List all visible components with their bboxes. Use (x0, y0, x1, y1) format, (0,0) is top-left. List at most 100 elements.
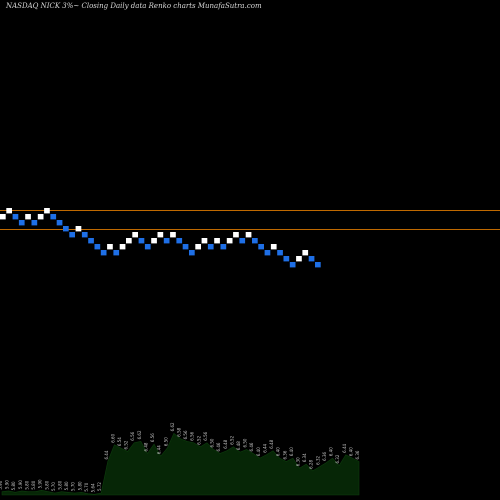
renko-brick-down (50, 214, 57, 220)
renko-brick-down (264, 250, 271, 256)
area-data-label: 6.32 (335, 454, 340, 463)
renko-brick-down (315, 262, 321, 268)
area-data-label: 6.48 (269, 439, 274, 448)
area-data-label: 6.60 (110, 433, 115, 442)
area-data-label: 6.28 (309, 460, 314, 469)
area-data-label: 6.50 (210, 438, 215, 447)
area-data-label: 5.80 (58, 480, 63, 489)
renko-brick-up (195, 244, 201, 250)
renko-brick-down (88, 238, 94, 244)
area-data-label: 6.32 (315, 455, 320, 464)
renko-brick-down (100, 250, 107, 256)
area-data-label: 6.40 (289, 447, 294, 456)
area-data-label: 6.56 (183, 430, 188, 439)
area-data-label: 6.40 (329, 447, 334, 456)
area-data-label: 6.50 (163, 437, 168, 446)
area-data-label: 5.64 (91, 483, 96, 492)
renko-brick-down (31, 220, 38, 226)
area-data-label: 6.48 (223, 439, 228, 448)
renko-brick-up (170, 232, 176, 238)
area-data-label: 6.52 (196, 435, 201, 444)
renko-brick-down (182, 244, 189, 250)
renko-brick-up (226, 238, 233, 244)
area-data-label: 6.56 (203, 431, 208, 440)
renko-brick-up (302, 250, 309, 256)
area-data-label: 6.56 (150, 433, 155, 442)
renko-brick-up (296, 256, 302, 262)
area-data-label: 6.34 (302, 453, 307, 462)
area-data-label: 5.72 (97, 482, 102, 491)
renko-brick-down (239, 238, 246, 244)
renko-brick-down (81, 232, 88, 238)
area-data-label: 5.90 (0, 480, 3, 489)
renko-brick-down (56, 220, 63, 226)
renko-brick-down (308, 256, 315, 262)
area-data-label: 6.40 (348, 447, 353, 456)
renko-brick-down (18, 220, 25, 226)
area-data-label: 6.46 (216, 442, 221, 451)
renko-brick-up (126, 238, 132, 244)
renko-brick-up (245, 232, 252, 238)
chart-title: NASDAQ NICK 3%~ Closing Daily data Renko… (6, 2, 262, 10)
area-data-label: 6.44 (342, 443, 347, 452)
renko-brick-down (277, 250, 283, 256)
area-data-label: 6.62 (170, 422, 175, 431)
renko-brick-down (283, 256, 290, 262)
area-data-label: 6.30 (296, 457, 301, 466)
area-data-label: 6.56 (190, 431, 195, 440)
area-data-label: 5.70 (84, 482, 89, 491)
renko-brick-up (201, 238, 208, 244)
renko-brick-down (69, 232, 75, 238)
area-data-label: 6.48 (143, 442, 148, 451)
renko-brick-up (132, 232, 138, 238)
renko-brick-up (157, 232, 164, 238)
renko-brick-up (151, 238, 157, 244)
renko-brick-up (270, 244, 277, 250)
area-data-label: 6.40 (256, 447, 261, 456)
price-area (1, 432, 360, 496)
renko-brick-up (25, 214, 31, 220)
renko-brick-up (44, 208, 50, 214)
area-data-label: 5.70 (71, 482, 76, 491)
area-data-label: 5.80 (11, 481, 16, 490)
renko-brick-down (94, 244, 101, 250)
renko-brick-up (75, 226, 82, 232)
renko-brick-up (214, 238, 220, 244)
renko-brick-down (207, 244, 214, 250)
area-data-label: 5.80 (31, 480, 36, 489)
renko-brick-up (37, 214, 44, 220)
renko-brick-up (233, 232, 239, 238)
area-data-label: 5.90 (18, 480, 23, 489)
area-data-label: 6.48 (236, 441, 241, 450)
renko-brick-down (258, 244, 264, 250)
area-data-label: 6.36 (322, 451, 327, 460)
area-data-label: 5.80 (77, 481, 82, 490)
area-data-label: 6.52 (124, 440, 129, 449)
renko-brick-up (107, 244, 113, 250)
renko-brick-down (113, 250, 120, 256)
renko-brick-down (63, 226, 69, 232)
area-data-label: 6.54 (117, 437, 122, 446)
renko-brick-down (220, 244, 227, 250)
area-data-label: 5.70 (51, 482, 56, 491)
area-data-label: 5.90 (38, 479, 43, 488)
area-data-label: 6.52 (229, 435, 234, 444)
area-data-label: 5.90 (5, 480, 10, 489)
area-data-label: 6.46 (249, 442, 254, 451)
area-data-label: 6.36 (282, 450, 287, 459)
renko-brick-down (163, 238, 170, 244)
renko-brick-up (0, 214, 6, 220)
area-data-label: 6.44 (262, 443, 267, 452)
renko-brick-down (289, 262, 296, 268)
area-data-label: 6.40 (276, 447, 281, 456)
area-data-label: 6.44 (157, 445, 162, 454)
area-data-label: 6.56 (130, 431, 135, 440)
renko-brick-down (138, 238, 145, 244)
renko-brick-down (189, 250, 195, 256)
area-data-label: 6.36 (355, 450, 360, 459)
renko-brick-down (144, 244, 151, 250)
renko-brick-down (252, 238, 258, 244)
area-data-label: 6.44 (104, 450, 109, 459)
renko-brick-up (119, 244, 126, 250)
